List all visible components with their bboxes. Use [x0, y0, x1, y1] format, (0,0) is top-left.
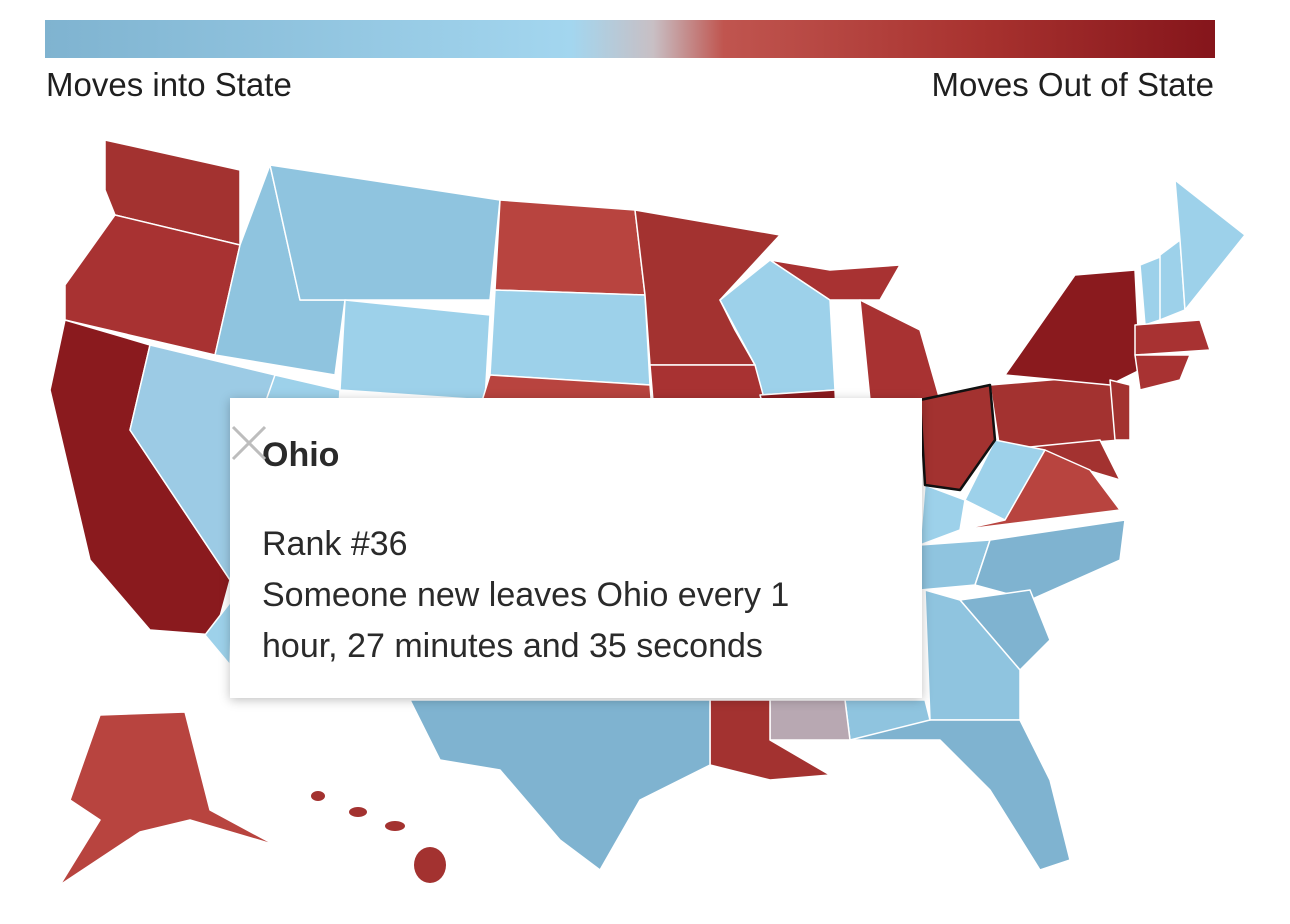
- tooltip: Ohio Rank #36 Someone new leaves Ohio ev…: [230, 398, 922, 698]
- state: [59, 711, 276, 886]
- state: [269, 164, 501, 301]
- state-selected[interactable]: [918, 383, 997, 492]
- state: [1004, 269, 1141, 386]
- state: [974, 519, 1126, 601]
- state: [959, 449, 1121, 531]
- state: [989, 374, 1121, 451]
- state: [64, 214, 241, 356]
- state: [489, 289, 651, 386]
- state: [769, 699, 851, 741]
- state: [769, 259, 901, 301]
- hawaii: [311, 791, 446, 883]
- tooltip-message: Someone new leaves Ohio every 1 hour, 27…: [262, 576, 790, 665]
- tooltip-rank: Rank #36: [262, 525, 408, 563]
- state: [1109, 379, 1131, 441]
- state: [494, 199, 646, 296]
- state: [924, 589, 1021, 721]
- state: [409, 699, 711, 871]
- color-scale: [45, 20, 1215, 58]
- state: [849, 719, 1071, 871]
- state: [1134, 319, 1211, 356]
- state: [339, 299, 491, 401]
- close-button[interactable]: [230, 424, 268, 462]
- state: [1134, 354, 1191, 391]
- state: [919, 484, 966, 546]
- legend-left-label: Moves into State: [46, 66, 292, 103]
- legend-right-label: Moves Out of State: [932, 66, 1214, 103]
- tooltip-title: Ohio: [262, 436, 340, 474]
- state: [1174, 179, 1246, 311]
- state: [859, 299, 941, 401]
